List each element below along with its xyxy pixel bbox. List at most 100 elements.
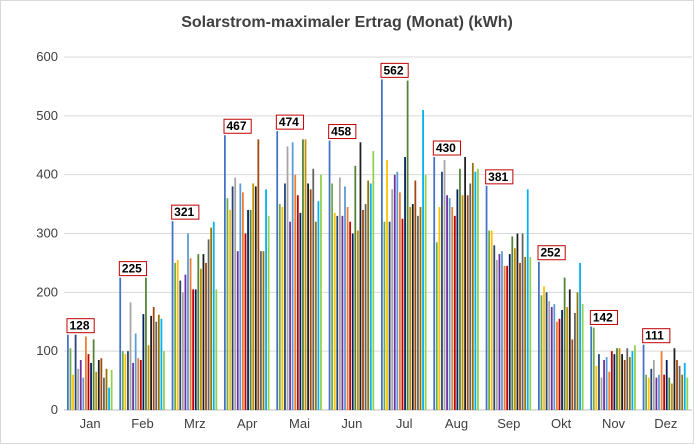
y-axis: 0 100 200 300 400 500 600 (36, 49, 58, 417)
bar (543, 286, 545, 410)
bar (328, 140, 331, 411)
bar (199, 268, 202, 410)
bar (404, 157, 406, 410)
bar (194, 289, 197, 410)
x-tick-label: Jul (396, 416, 413, 431)
bar (79, 359, 82, 410)
peak-label: 430 (436, 141, 456, 155)
bar (134, 333, 137, 410)
bar (464, 157, 466, 410)
bar (202, 254, 205, 410)
y-tick-label: 400 (36, 167, 58, 182)
bar (503, 265, 506, 410)
bar (650, 368, 653, 410)
bar (605, 357, 608, 410)
x-tick-label: Feb (131, 416, 153, 431)
bar (441, 171, 443, 410)
bar (132, 362, 134, 410)
x-tick-label: Apr (237, 416, 258, 431)
bar (524, 257, 527, 410)
bar (286, 146, 289, 410)
bar (571, 339, 574, 410)
y-tick-label: 200 (36, 284, 58, 299)
bar (296, 195, 299, 410)
bar (262, 251, 265, 410)
peak-label-box (328, 124, 357, 140)
bar (67, 334, 69, 410)
bar (314, 221, 317, 410)
y-tick-label: 300 (36, 226, 58, 241)
bar (581, 304, 584, 410)
bar (74, 334, 77, 410)
bar (538, 261, 540, 410)
peak-label-box (432, 140, 462, 156)
bar (613, 354, 616, 410)
bar (466, 195, 469, 410)
x-axis: Jan Feb Mrz Apr Mai Jun Jul Aug Sep Okt Nov Dez (80, 416, 678, 431)
peak-label-box (589, 309, 619, 325)
bar (103, 377, 105, 410)
bar (129, 302, 132, 410)
bar (331, 183, 334, 410)
bar (197, 254, 200, 410)
bar (621, 354, 623, 410)
bar (448, 198, 451, 410)
bar (137, 358, 140, 410)
bar (498, 254, 501, 410)
bar (474, 171, 477, 410)
bar (82, 377, 85, 410)
bar (341, 215, 344, 410)
bar (435, 242, 438, 410)
bar (670, 383, 673, 410)
peak-label: 252 (541, 246, 561, 260)
bar (678, 365, 681, 411)
bar (124, 354, 127, 410)
bar (401, 218, 404, 410)
bar (317, 201, 320, 410)
bar (69, 348, 72, 410)
bar (422, 109, 424, 410)
bar (553, 304, 556, 410)
bar (257, 139, 260, 410)
bar (393, 174, 396, 410)
peak-label: 381 (488, 170, 508, 184)
bar (184, 274, 187, 410)
x-tick-label: Jun (341, 416, 362, 431)
bar (673, 348, 676, 410)
bar (485, 185, 488, 410)
bar (333, 212, 336, 410)
bar (453, 215, 456, 410)
peak-label-box (275, 114, 305, 130)
peak-label: 562 (384, 63, 404, 77)
peak-label-box (223, 118, 252, 134)
bar (598, 354, 600, 410)
bar (631, 351, 634, 410)
bar (299, 212, 302, 410)
bar (513, 248, 516, 410)
bar (443, 159, 446, 410)
bar (579, 262, 581, 410)
bar (307, 183, 309, 410)
peak-labels: 128 225 321 467 474 458 562 430 381 252 142 111 (66, 62, 671, 344)
x-tick-label: Mrz (184, 416, 206, 431)
bar (187, 233, 189, 410)
bar (97, 359, 100, 410)
bar (152, 307, 155, 410)
bar (642, 344, 645, 410)
bar (459, 168, 461, 410)
bar (212, 221, 215, 410)
bar (278, 204, 281, 410)
bar (157, 314, 160, 410)
bar (242, 192, 244, 410)
bar (338, 177, 341, 410)
bar (284, 183, 286, 410)
bar (181, 292, 184, 410)
bar (540, 295, 543, 410)
bar (645, 374, 648, 410)
bar (495, 259, 498, 410)
bar (511, 236, 514, 410)
bar (417, 215, 419, 410)
bar (456, 189, 459, 411)
bar (414, 180, 417, 410)
bar (548, 301, 551, 410)
